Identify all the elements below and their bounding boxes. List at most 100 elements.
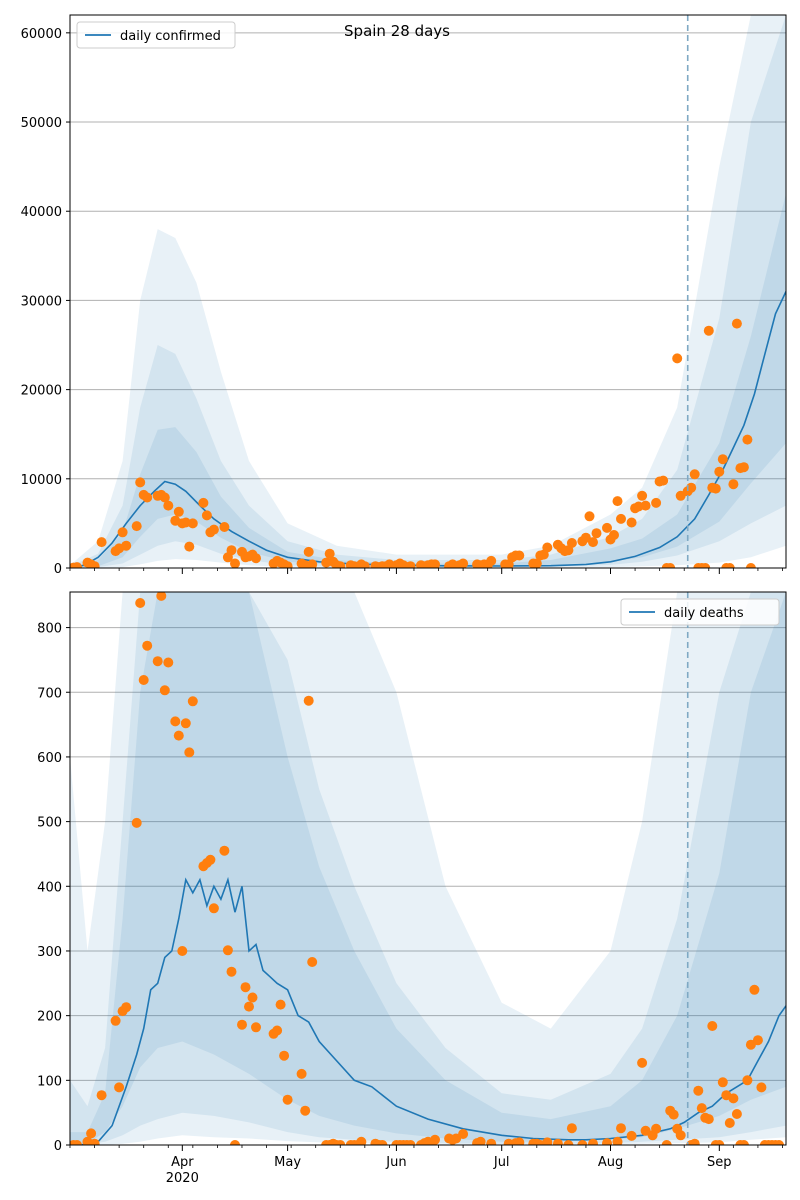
y-tick-label: 400 <box>37 880 62 895</box>
data-point <box>208 903 219 914</box>
data-point <box>602 522 612 533</box>
data-point <box>531 558 542 568</box>
data-point <box>205 854 216 865</box>
data-point <box>230 1140 240 1145</box>
legend-box <box>76 21 236 49</box>
y-tick-label: 60000 <box>21 27 62 42</box>
confirmed-panel: 0 10000 20000 30000 40000 50000 60000 daily con… <box>21 0 791 577</box>
data-point <box>359 561 370 568</box>
data-point <box>616 1123 626 1134</box>
data-point <box>230 558 240 568</box>
data-point <box>668 1109 679 1120</box>
data-point <box>542 1137 553 1145</box>
data-point <box>430 559 440 568</box>
data-point <box>458 558 469 568</box>
data-point <box>577 1140 588 1145</box>
legend-label: daily deaths <box>664 606 744 621</box>
data-point <box>689 469 700 480</box>
data-point <box>767 0 777 5</box>
x-tick-label: Jul <box>493 1155 510 1170</box>
data-point <box>693 1085 704 1096</box>
data-point <box>696 1103 707 1114</box>
data-point <box>588 537 598 548</box>
data-point <box>282 561 293 568</box>
data-point <box>177 946 188 956</box>
data-point <box>774 1140 784 1145</box>
data-point <box>226 545 237 556</box>
data-point <box>781 0 791 5</box>
data-point <box>152 656 163 667</box>
data-point <box>566 1123 577 1134</box>
data-point <box>89 1138 100 1145</box>
data-point <box>110 1015 121 1026</box>
data-point <box>121 540 132 551</box>
data-point <box>686 482 697 493</box>
data-point <box>689 1138 700 1145</box>
data-point <box>714 466 725 477</box>
plot-frame <box>69 14 787 569</box>
data-point <box>486 555 497 566</box>
data-point <box>335 561 346 568</box>
y-tick-label: 600 <box>37 751 62 766</box>
data-point <box>778 0 788 5</box>
data-point <box>651 1123 662 1134</box>
data-point <box>208 524 219 535</box>
data-point <box>237 1019 247 1030</box>
data-point <box>405 561 416 568</box>
data-point <box>731 1109 742 1119</box>
data-point <box>282 1094 293 1105</box>
y-tick-label: 0 <box>54 1139 62 1154</box>
data-point <box>749 0 759 5</box>
data-point <box>86 1128 97 1139</box>
data-point <box>131 521 142 532</box>
data-point <box>724 563 735 568</box>
uncertainty-band-outer <box>70 15 786 568</box>
data-point <box>609 530 619 540</box>
data-point <box>760 0 770 5</box>
data-point <box>658 475 669 486</box>
data-point <box>324 548 335 559</box>
data-point <box>616 513 626 524</box>
data-point <box>756 0 766 5</box>
data-point <box>114 1082 125 1093</box>
data-point <box>703 325 714 336</box>
data-point <box>219 522 230 532</box>
data-point <box>742 1075 753 1086</box>
y-tick-label: 500 <box>37 816 62 831</box>
data-point <box>184 541 195 552</box>
y-tick-label: 30000 <box>21 294 62 309</box>
data-point <box>303 546 314 557</box>
data-point <box>356 1136 367 1145</box>
data-point <box>307 957 318 967</box>
data-point <box>279 1050 290 1061</box>
data-point <box>700 563 711 568</box>
data-point <box>752 1035 763 1046</box>
data-point <box>728 479 739 490</box>
data-point <box>542 542 553 553</box>
data-point <box>566 538 577 548</box>
x-tick-label: Apr <box>171 1155 194 1170</box>
uncertainty-band-inner <box>70 193 786 568</box>
data-point <box>240 982 251 993</box>
data-point <box>89 561 100 568</box>
data-point <box>180 718 191 729</box>
data-point <box>72 1140 82 1145</box>
data-point <box>475 1136 486 1145</box>
legend: daily deaths <box>620 598 780 626</box>
x-tick-label: Sep <box>707 1155 732 1170</box>
data-point <box>703 1114 714 1125</box>
data-point <box>717 454 728 465</box>
data-point <box>626 1130 637 1141</box>
y-tick-label: 40000 <box>21 205 62 220</box>
data-point <box>774 0 784 5</box>
data-point <box>159 685 170 696</box>
data-point <box>749 984 760 995</box>
data-point <box>184 747 195 758</box>
data-point <box>96 1090 107 1101</box>
y-tick-label: 300 <box>37 945 62 960</box>
data-point <box>117 527 128 538</box>
data-point <box>781 0 791 5</box>
data-point <box>222 945 233 956</box>
legend-box <box>620 598 780 626</box>
